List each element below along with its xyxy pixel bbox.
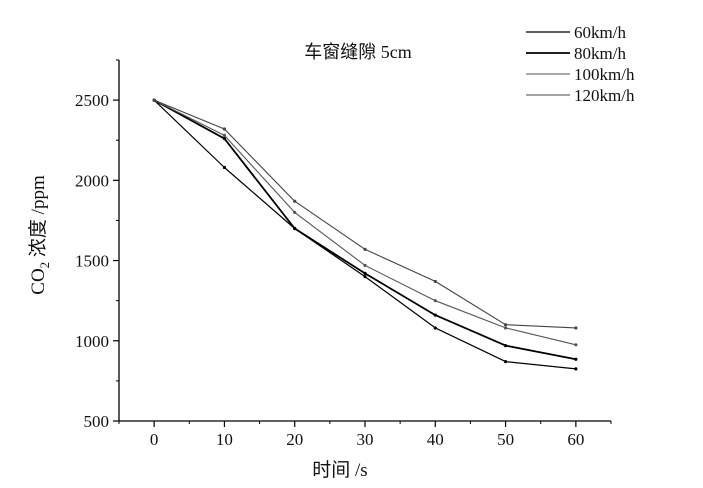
x-tick-label: 50 (497, 430, 514, 449)
y-tick-labels: 500 1000 1500 2000 2500 (75, 91, 109, 431)
y-axis-title-main: CO (28, 268, 49, 294)
data-point (293, 210, 297, 215)
legend: 60km/h 80km/h 100km/h 120km/h (526, 23, 635, 105)
data-point (222, 133, 227, 138)
chart-title: 车窗缝隙 5cm (304, 42, 412, 62)
data-point (433, 299, 437, 303)
data-point (503, 326, 508, 330)
series-line-100kmh (153, 99, 577, 346)
x-tick-label: 0 (150, 430, 159, 449)
data-point (574, 343, 578, 347)
y-tick-label: 2000 (75, 171, 109, 190)
series-line-60kmh (153, 99, 576, 370)
data-point (363, 271, 367, 275)
y-axis-title-rest: 浓度 /ppm (27, 175, 49, 262)
data-point (363, 275, 367, 279)
data-point (574, 357, 578, 361)
data-point (222, 127, 227, 131)
x-tick-labels: 0 10 20 30 40 50 60 (150, 430, 584, 449)
legend-label: 60km/h (574, 23, 626, 42)
data-point (503, 323, 508, 327)
data-point (433, 279, 437, 284)
legend-label: 80km/h (574, 44, 626, 63)
data-point (152, 98, 156, 102)
legend-label: 100km/h (574, 65, 635, 84)
data-point (293, 199, 297, 203)
data-point (363, 247, 367, 251)
y-axis-title: CO2 浓度 /ppm (27, 175, 52, 295)
y-tick-label: 2500 (75, 91, 109, 110)
data-point (293, 226, 297, 231)
y-axis-title-sub: 2 (37, 262, 52, 269)
data-point (503, 360, 508, 364)
data-point (363, 263, 367, 267)
series-line-80kmh (153, 99, 577, 361)
y-tick-label: 1500 (75, 252, 109, 271)
x-tick-label: 10 (216, 430, 233, 449)
series-group (152, 98, 578, 371)
legend-label: 120km/h (574, 86, 635, 105)
x-tick-label: 20 (286, 430, 303, 449)
y-tick-label: 500 (84, 412, 110, 431)
data-point (503, 343, 508, 348)
x-tick-label: 60 (567, 430, 584, 449)
data-point (433, 313, 437, 317)
x-axis-title: 时间 /s (312, 459, 367, 481)
x-tick-label: 40 (427, 430, 444, 449)
x-tick-label: 30 (357, 430, 374, 449)
data-point (222, 137, 227, 141)
data-point (574, 367, 578, 371)
data-point (433, 326, 437, 330)
data-point (222, 165, 227, 170)
y-tick-label: 1000 (75, 332, 109, 351)
axes (113, 59, 612, 427)
data-point (574, 326, 578, 330)
